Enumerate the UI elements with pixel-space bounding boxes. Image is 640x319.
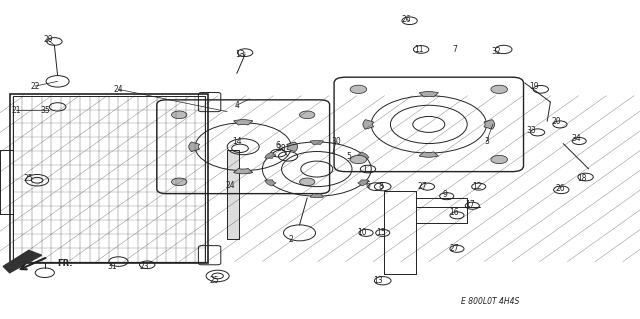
Wedge shape: [234, 168, 253, 174]
Text: 28: 28: [277, 144, 286, 153]
Text: 12: 12: [472, 182, 481, 191]
Text: 14: 14: [232, 137, 242, 146]
Wedge shape: [234, 120, 253, 125]
Wedge shape: [265, 180, 276, 186]
Wedge shape: [189, 142, 200, 152]
Text: 17: 17: [465, 200, 476, 209]
Text: 29: 29: [43, 35, 53, 44]
Text: E 800L0T 4H4S: E 800L0T 4H4S: [461, 297, 519, 306]
Wedge shape: [419, 92, 438, 97]
Wedge shape: [363, 120, 374, 129]
Text: 23: 23: [139, 262, 149, 271]
Circle shape: [350, 85, 367, 93]
Wedge shape: [358, 180, 369, 186]
Text: 18: 18: [578, 174, 587, 183]
Text: 32: 32: [491, 47, 501, 56]
Circle shape: [491, 85, 508, 93]
Text: 8: 8: [378, 182, 383, 191]
Bar: [13, 96, 205, 262]
Text: 1: 1: [362, 165, 367, 174]
Text: 25: 25: [209, 276, 220, 285]
Text: 26: 26: [555, 184, 565, 193]
Text: 33: 33: [526, 126, 536, 135]
Wedge shape: [358, 152, 369, 158]
Wedge shape: [310, 194, 324, 198]
Circle shape: [491, 155, 508, 164]
Wedge shape: [419, 152, 438, 157]
Wedge shape: [484, 120, 495, 129]
Text: 24: 24: [113, 85, 124, 94]
Text: 3: 3: [484, 137, 489, 146]
Circle shape: [350, 155, 367, 164]
Wedge shape: [265, 152, 276, 158]
Text: 34: 34: [571, 134, 581, 143]
Text: 13: 13: [235, 50, 245, 59]
Text: 7: 7: [452, 45, 457, 54]
Text: FR.: FR.: [58, 259, 73, 268]
Circle shape: [172, 178, 187, 186]
Bar: [227, 150, 239, 239]
Text: 6: 6: [276, 141, 281, 150]
Text: 9: 9: [442, 190, 447, 199]
Text: 19: 19: [529, 82, 540, 91]
Text: 26: 26: [401, 15, 412, 24]
Text: 27: 27: [417, 182, 428, 191]
Bar: [10, 94, 208, 263]
Circle shape: [172, 111, 187, 119]
Text: 6: 6: [365, 181, 371, 189]
Text: 2: 2: [289, 235, 294, 244]
Text: 4: 4: [234, 101, 239, 110]
Text: 5: 5: [346, 152, 351, 161]
Text: 20: 20: [552, 117, 562, 126]
Text: 27: 27: [449, 244, 460, 253]
Text: 15: 15: [376, 228, 386, 237]
Text: 25: 25: [24, 174, 34, 183]
Text: 31: 31: [107, 262, 117, 271]
Text: 22: 22: [31, 82, 40, 91]
Text: 11: 11: [415, 45, 424, 54]
Text: 30: 30: [331, 137, 341, 146]
Polygon shape: [3, 250, 42, 273]
Text: 13: 13: [372, 276, 383, 285]
Wedge shape: [287, 142, 298, 152]
Text: 21: 21: [12, 106, 20, 115]
Text: 35: 35: [40, 106, 50, 115]
Text: 10: 10: [356, 228, 367, 237]
Wedge shape: [310, 140, 324, 145]
Text: 16: 16: [449, 208, 460, 217]
Text: 24: 24: [225, 181, 236, 189]
Circle shape: [300, 178, 315, 186]
Circle shape: [300, 111, 315, 119]
